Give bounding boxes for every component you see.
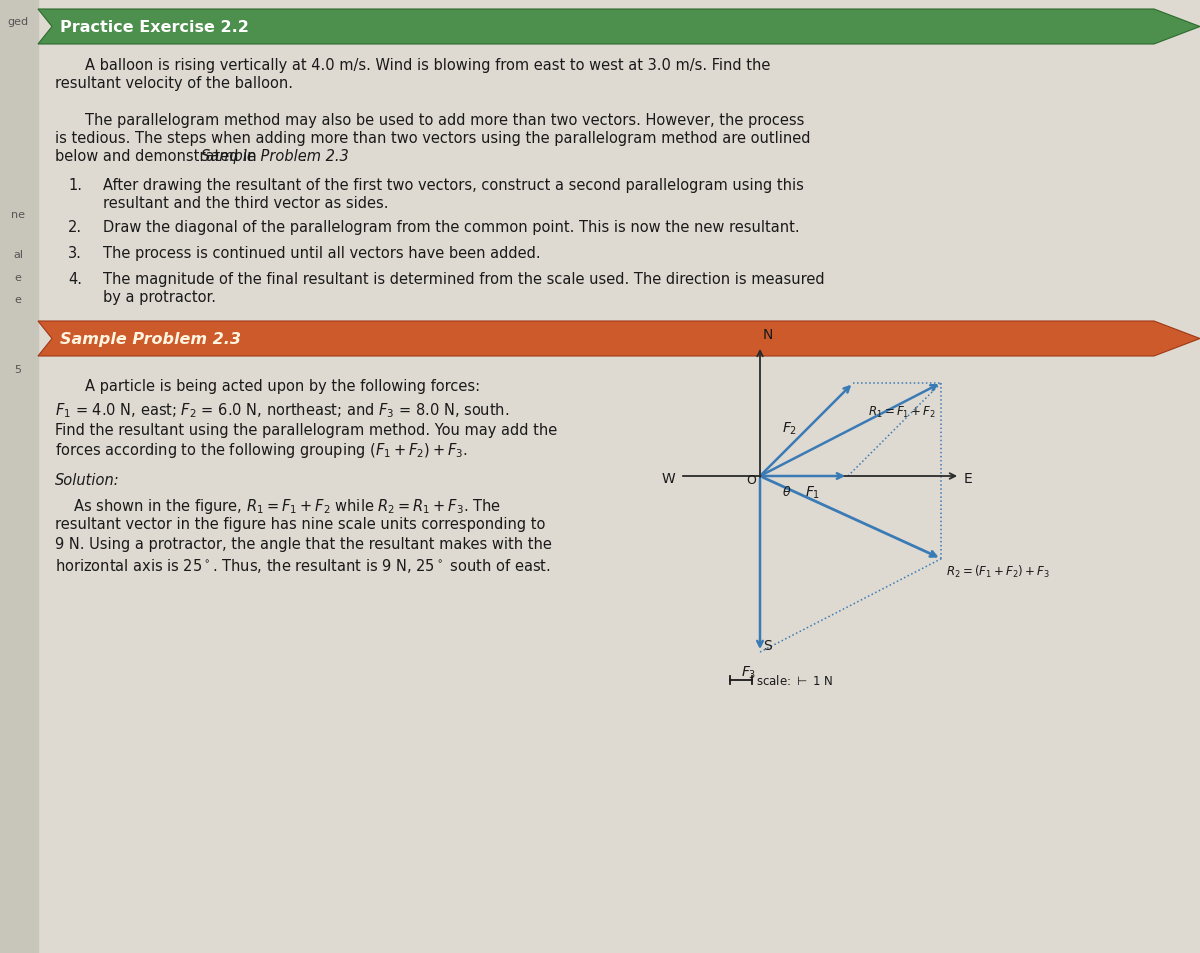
Text: 3.: 3.	[68, 246, 82, 261]
Text: by a protractor.: by a protractor.	[103, 290, 216, 305]
Text: ne: ne	[11, 210, 25, 220]
Text: Find the resultant using the parallelogram method. You may add the: Find the resultant using the parallelogr…	[55, 422, 557, 437]
Bar	[0, 0, 38, 953]
Text: A balloon is rising vertically at 4.0 m/s. Wind is blowing from east to west at : A balloon is rising vertically at 4.0 m/…	[85, 58, 770, 73]
Text: $F_1$ = 4.0 N, east; $F_2$ = 6.0 N, northeast; and $F_3$ = 8.0 N, south.: $F_1$ = 4.0 N, east; $F_2$ = 6.0 N, nort…	[55, 400, 509, 419]
Text: al: al	[13, 250, 23, 260]
Text: As shown in the figure, $R_1 = F_1 + F_2$ while $R_2 = R_1 + F_3$. The: As shown in the figure, $R_1 = F_1 + F_2…	[55, 497, 502, 516]
Text: resultant vector in the figure has nine scale units corresponding to: resultant vector in the figure has nine …	[55, 517, 545, 532]
Text: W: W	[662, 472, 676, 485]
Text: $\theta$: $\theta$	[782, 484, 792, 498]
Text: The magnitude of the final resultant is determined from the scale used. The dire: The magnitude of the final resultant is …	[103, 272, 824, 287]
Text: Draw the diagonal of the parallelogram from the common point. This is now the ne: Draw the diagonal of the parallelogram f…	[103, 220, 799, 234]
Text: 4.: 4.	[68, 272, 82, 287]
Polygon shape	[38, 10, 1200, 45]
Text: forces according to the following grouping $(F_1 + F_2) + F_3$.: forces according to the following groupi…	[55, 440, 468, 459]
Text: $F_2$: $F_2$	[782, 420, 797, 436]
Text: $F_3$: $F_3$	[740, 664, 756, 680]
Text: resultant and the third vector as sides.: resultant and the third vector as sides.	[103, 195, 389, 211]
Text: Sample Problem 2.3: Sample Problem 2.3	[60, 332, 241, 347]
Text: $F_1$: $F_1$	[805, 484, 821, 501]
Text: The parallelogram method may also be used to add more than two vectors. However,: The parallelogram method may also be use…	[85, 112, 804, 128]
Text: The process is continued until all vectors have been added.: The process is continued until all vecto…	[103, 246, 541, 261]
Text: After drawing the resultant of the first two vectors, construct a second paralle: After drawing the resultant of the first…	[103, 178, 804, 193]
Text: $R_2 = (F_1 + F_2) + F_3$: $R_2 = (F_1 + F_2) + F_3$	[947, 563, 1050, 579]
Text: O: O	[746, 474, 756, 486]
Text: $R_1 = F_1 + F_2$: $R_1 = F_1 + F_2$	[868, 404, 936, 419]
Text: S: S	[763, 639, 772, 652]
Text: scale: $\vdash$ 1 N: scale: $\vdash$ 1 N	[756, 673, 833, 687]
Text: .: .	[301, 149, 306, 164]
Text: is tedious. The steps when adding more than two vectors using the parallelogram : is tedious. The steps when adding more t…	[55, 131, 810, 146]
Text: Practice Exercise 2.2: Practice Exercise 2.2	[60, 20, 248, 35]
Text: horizontal axis is 25$^\circ$. Thus, the resultant is 9 N, 25$^\circ$ south of e: horizontal axis is 25$^\circ$. Thus, the…	[55, 557, 551, 575]
Text: 9 N. Using a protractor, the angle that the resultant makes with the: 9 N. Using a protractor, the angle that …	[55, 537, 552, 552]
Text: below and demonstrated in: below and demonstrated in	[55, 149, 262, 164]
Text: Solution:: Solution:	[55, 473, 120, 488]
Text: N: N	[763, 328, 773, 341]
Text: 2.: 2.	[68, 220, 82, 234]
Text: A particle is being acted upon by the following forces:: A particle is being acted upon by the fo…	[85, 378, 480, 394]
Text: 5: 5	[14, 365, 22, 375]
Text: E: E	[964, 472, 973, 485]
Polygon shape	[38, 322, 1200, 356]
Text: resultant velocity of the balloon.: resultant velocity of the balloon.	[55, 76, 293, 91]
Text: ged: ged	[7, 17, 29, 27]
Text: e: e	[14, 294, 22, 305]
Text: e: e	[14, 273, 22, 283]
Text: 1.: 1.	[68, 178, 82, 193]
Text: Sample Problem 2.3: Sample Problem 2.3	[200, 149, 348, 164]
